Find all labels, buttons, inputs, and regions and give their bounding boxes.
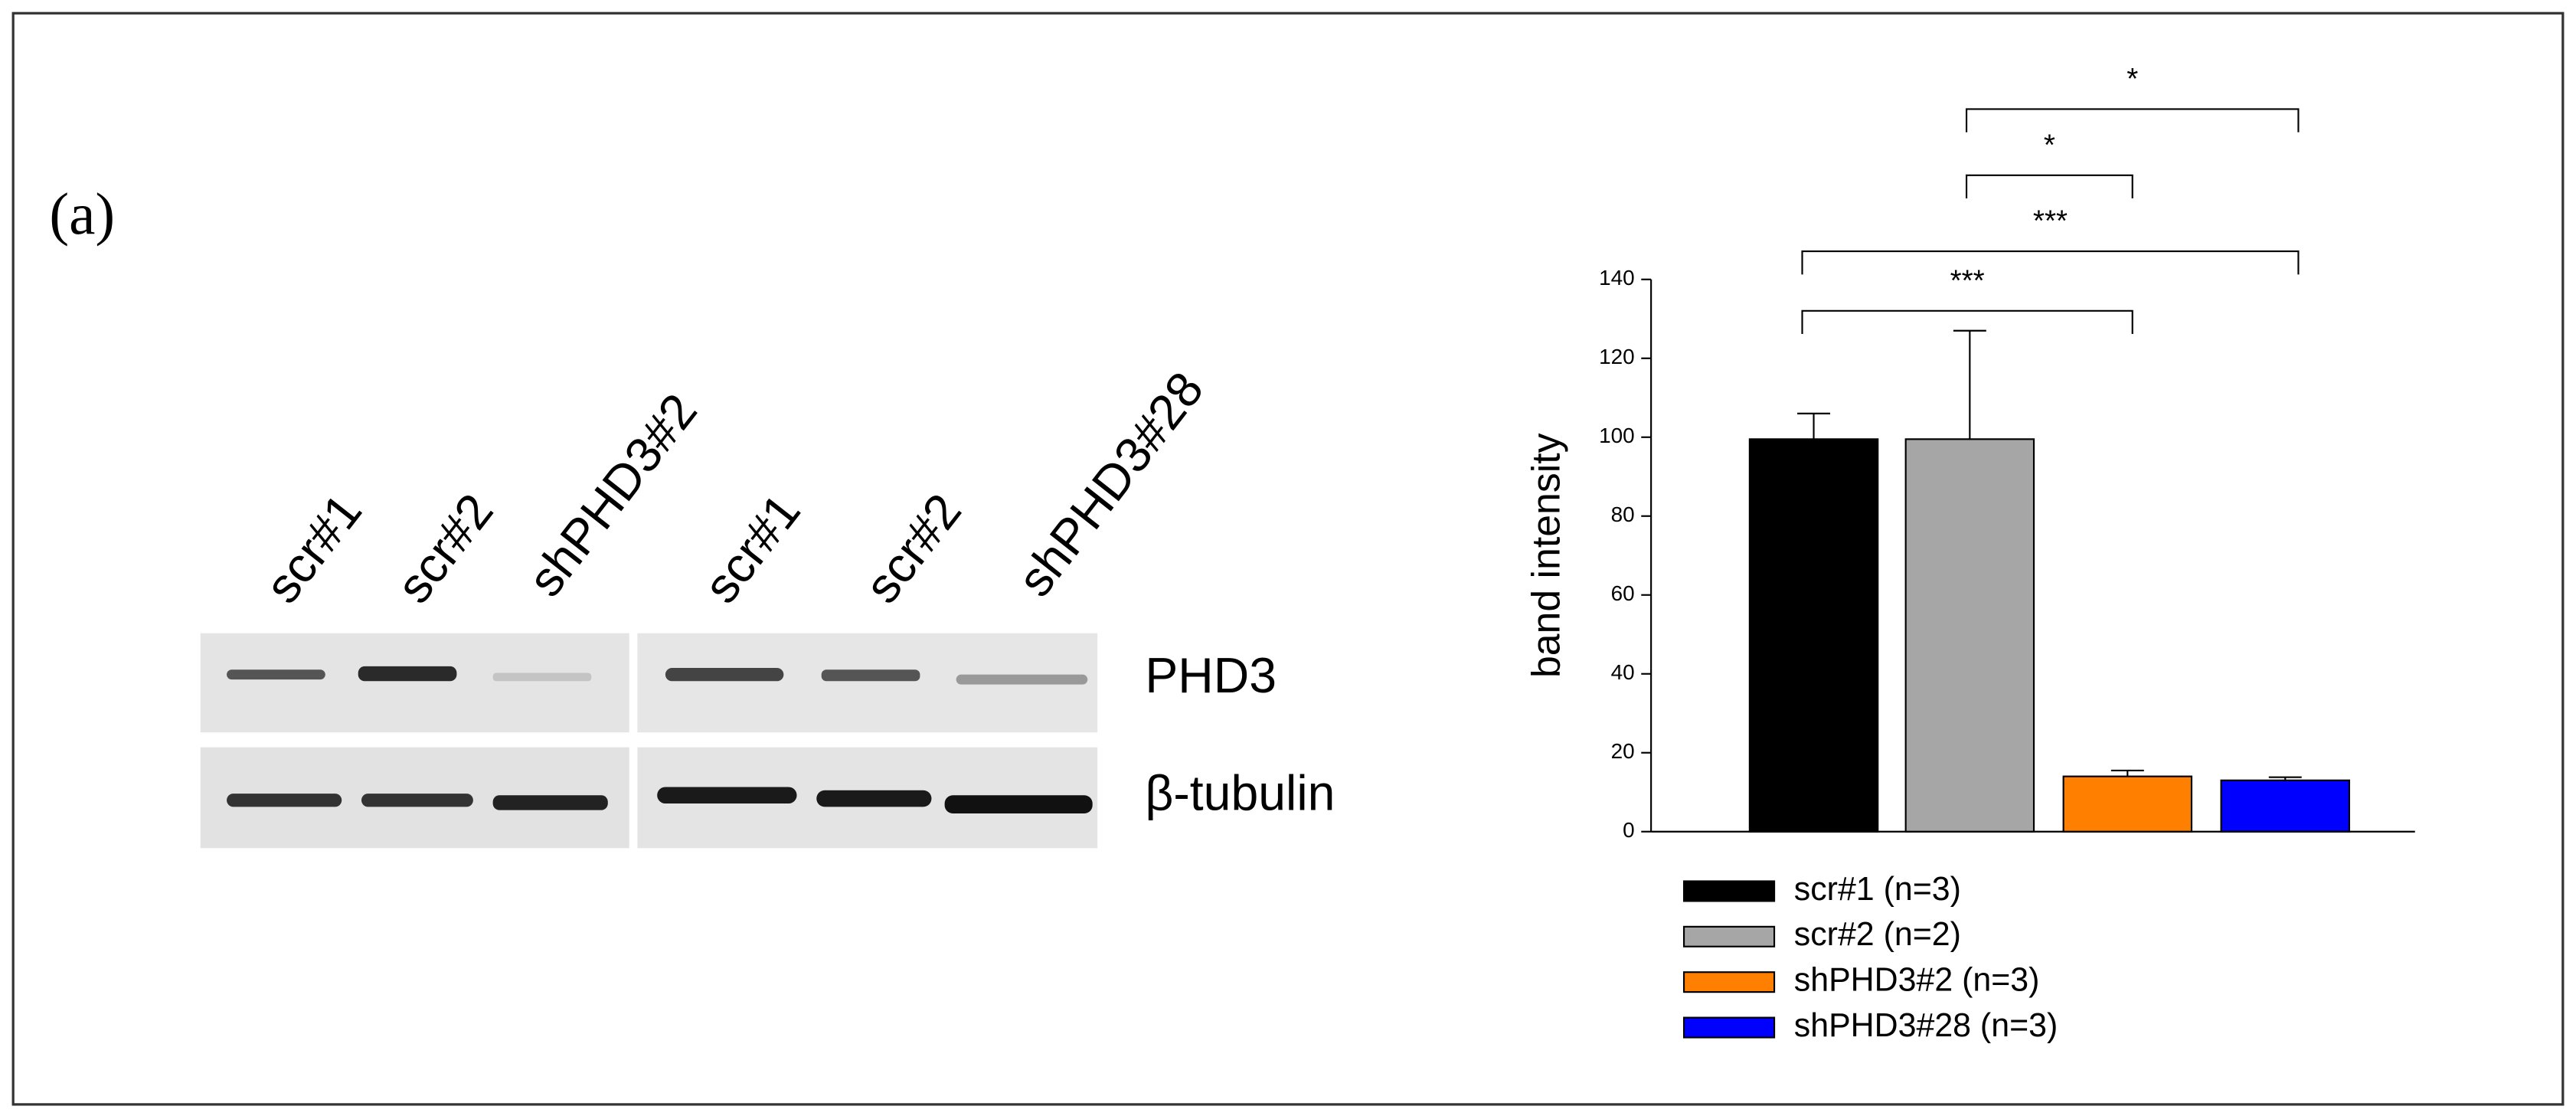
error-bar <box>1797 412 1830 440</box>
significance-bracket <box>1801 250 2300 275</box>
significance-bracket <box>1965 174 2133 199</box>
y-tick-label: 60 <box>1611 581 1635 605</box>
legend-swatch <box>1682 1016 1776 1039</box>
legend-label: scr#1 (n=3) <box>1794 871 1961 908</box>
y-tick-label: 40 <box>1611 660 1635 684</box>
legend-label: scr#2 (n=2) <box>1794 916 1961 953</box>
error-bar <box>1953 329 1986 440</box>
significance-label: *** <box>1950 264 1985 297</box>
significance-bracket <box>1801 309 2133 335</box>
y-tick-label: 120 <box>1599 345 1635 368</box>
panel-label: (a) <box>49 181 115 247</box>
error-bar <box>2110 769 2144 777</box>
legend-swatch <box>1682 971 1776 993</box>
bar <box>2062 775 2193 833</box>
blot-row-label: β-tubulin <box>1145 765 1335 820</box>
y-tick-label: 20 <box>1611 739 1635 763</box>
y-axis-label: band intensity <box>1524 433 1568 678</box>
y-tick-label: 140 <box>1599 266 1635 290</box>
blot <box>200 633 1098 849</box>
blot-row-label: PHD3 <box>1145 648 1277 703</box>
legend-label: shPHD3#28 (n=3) <box>1794 1007 2058 1044</box>
significance-label: *** <box>2033 205 2068 238</box>
bands <box>227 666 1093 813</box>
significance-bracket <box>1965 108 2300 133</box>
y-tick-label: 0 <box>1623 818 1635 842</box>
bar <box>1904 438 2035 833</box>
legend-label: shPHD3#2 (n=3) <box>1794 961 2040 998</box>
significance-label: * <box>2127 63 2138 96</box>
significance-label: * <box>2044 129 2055 162</box>
error-bar <box>2268 776 2302 781</box>
legend-swatch <box>1682 880 1776 902</box>
bar <box>2220 779 2351 833</box>
y-tick-label: 100 <box>1599 424 1635 447</box>
bar <box>1748 438 1879 833</box>
legend-swatch <box>1682 925 1776 947</box>
frame <box>11 11 2565 1106</box>
y-tick-label: 80 <box>1611 502 1635 526</box>
blot-panel <box>200 633 629 733</box>
